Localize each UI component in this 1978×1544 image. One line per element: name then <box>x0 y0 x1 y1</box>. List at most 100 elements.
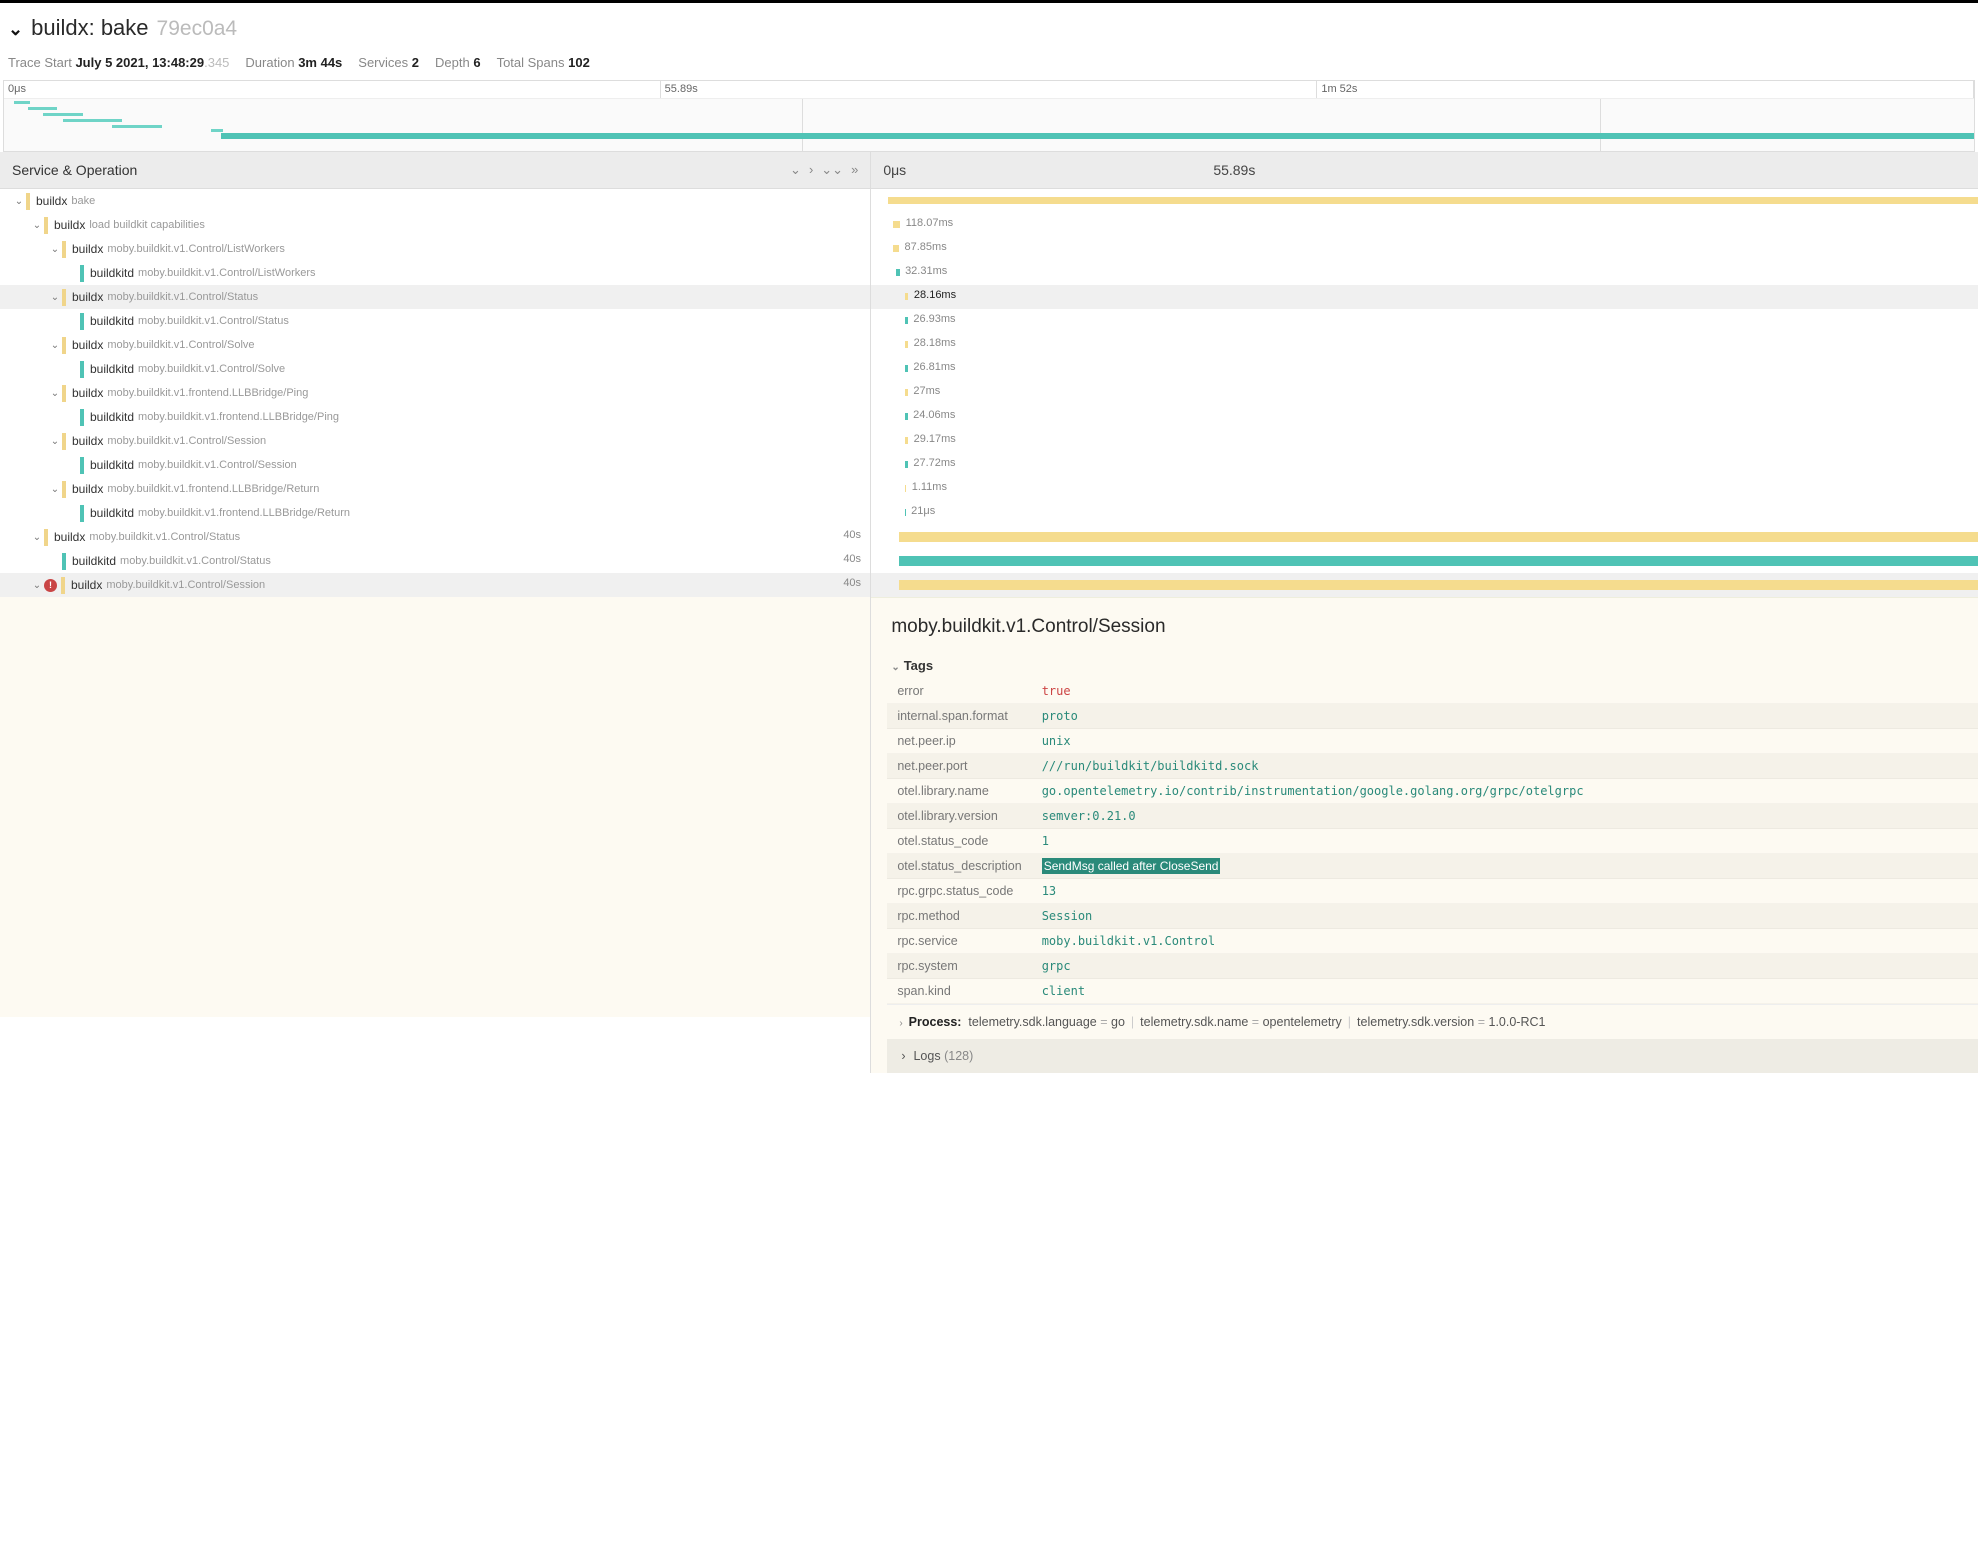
expand-all-icon[interactable]: » <box>851 162 858 178</box>
span-row[interactable]: ⌄buildxmoby.buildkit.v1.Control/Status <box>0 525 870 549</box>
caret-icon[interactable]: ⌄ <box>48 292 62 303</box>
span-bar-cell[interactable]: 21μs <box>871 501 1978 525</box>
span-bar-cell[interactable]: 28.16ms <box>871 285 1978 309</box>
tag-key: rpc.system <box>887 954 1031 979</box>
span-row[interactable]: buildkitdmoby.buildkit.v1.frontend.LLBBr… <box>0 405 870 429</box>
span-duration-label: 40s <box>843 529 861 541</box>
span-duration-label: 32.31ms <box>905 265 947 277</box>
service-color-pill <box>80 505 84 522</box>
span-row[interactable]: ⌄buildxmoby.buildkit.v1.frontend.LLBBrid… <box>0 477 870 501</box>
span-bar-cell[interactable]: 27.72ms <box>871 453 1978 477</box>
span-duration-bar <box>893 245 899 252</box>
span-row[interactable]: ⌄buildxmoby.buildkit.v1.Control/Session <box>0 429 870 453</box>
operation-name: moby.buildkit.v1.Control/Status <box>89 531 240 543</box>
service-name: buildx <box>72 386 103 400</box>
span-bar-cell[interactable]: 118.07ms <box>871 213 1978 237</box>
collapse-one-icon[interactable]: ⌄ <box>790 162 801 178</box>
caret-icon[interactable]: ⌄ <box>48 436 62 447</box>
tag-key: otel.status_description <box>887 854 1031 879</box>
span-row[interactable]: buildkitdmoby.buildkit.v1.Control/ListWo… <box>0 261 870 285</box>
span-bar-cell[interactable]: 26.93ms <box>871 309 1978 333</box>
span-row[interactable]: buildkitdmoby.buildkit.v1.Control/Solve <box>0 357 870 381</box>
service-color-pill <box>80 409 84 426</box>
logs-section[interactable]: ›Logs (128) <box>887 1039 1978 1073</box>
span-bar-cell[interactable]: 40s <box>871 573 1978 597</box>
span-bar-cell[interactable]: 40s <box>871 549 1978 573</box>
caret-icon[interactable]: ⌄ <box>30 532 44 543</box>
span-row[interactable]: ⌄buildxmoby.buildkit.v1.Control/Status <box>0 285 870 309</box>
span-bar-cell[interactable] <box>871 189 1978 213</box>
operation-name: moby.buildkit.v1.Control/Status <box>138 315 289 327</box>
collapse-icon[interactable]: ⌄ <box>8 19 23 40</box>
span-row[interactable]: ⌄ buildx load buildkit capabilities <box>0 213 870 237</box>
span-bar-cell[interactable]: 28.18ms <box>871 333 1978 357</box>
operation-name: moby.buildkit.v1.Control/Session <box>138 459 297 471</box>
span-duration-label: 28.16ms <box>914 289 956 301</box>
tags-table: errortrueinternal.span.formatprotonet.pe… <box>887 679 1978 1004</box>
span-row[interactable]: ⌄!buildxmoby.buildkit.v1.Control/Session <box>0 573 870 597</box>
service-color-pill <box>62 241 66 258</box>
expand-right-icon[interactable]: › <box>809 162 813 178</box>
span-row[interactable]: ⌄buildxbake <box>0 189 870 213</box>
tag-row: otel.status_descriptionSendMsg called af… <box>887 854 1978 879</box>
service-color-pill <box>62 385 66 402</box>
span-bar-cell[interactable]: 24.06ms <box>871 405 1978 429</box>
tag-row: rpc.grpc.status_code13 <box>887 879 1978 904</box>
span-duration-label: 27ms <box>913 385 940 397</box>
span-bar-cell[interactable]: 1.11ms <box>871 477 1978 501</box>
tags-section-toggle[interactable]: ⌄Tags <box>887 652 1978 679</box>
minimap[interactable]: 0μs55.89s1m 52s <box>3 80 1975 152</box>
span-row[interactable]: buildkitdmoby.buildkit.v1.Control/Status <box>0 309 870 333</box>
span-row[interactable]: ⌄buildxmoby.buildkit.v1.frontend.LLBBrid… <box>0 381 870 405</box>
tag-value: SendMsg called after CloseSend <box>1032 854 1978 879</box>
span-duration-bar <box>905 317 908 324</box>
tag-value: grpc <box>1032 954 1978 979</box>
span-duration-bar <box>893 221 900 228</box>
timeline-header: 0μs 55.89s <box>871 152 1978 189</box>
span-row[interactable]: buildkitdmoby.buildkit.v1.Control/Status <box>0 549 870 573</box>
span-duration-label: 87.85ms <box>905 241 947 253</box>
service-color-pill <box>80 457 84 474</box>
span-row[interactable]: ⌄buildxmoby.buildkit.v1.Control/ListWork… <box>0 237 870 261</box>
tag-row: net.peer.port///run/buildkit/buildkitd.s… <box>887 754 1978 779</box>
service-name: buildx <box>72 482 103 496</box>
tag-key: rpc.grpc.status_code <box>887 879 1031 904</box>
error-icon: ! <box>44 579 57 592</box>
service-name: buildx <box>54 218 85 232</box>
caret-icon[interactable]: ⌄ <box>48 244 62 255</box>
tag-value: 13 <box>1032 879 1978 904</box>
span-bar-cell[interactable]: 40s <box>871 525 1978 549</box>
span-bar-cell[interactable]: 26.81ms <box>871 357 1978 381</box>
span-duration-label: 24.06ms <box>913 409 955 421</box>
tag-key: rpc.service <box>887 929 1031 954</box>
caret-icon[interactable]: ⌄ <box>48 388 62 399</box>
process-tag: telemetry.sdk.version = 1.0.0-RC1 <box>1357 1015 1545 1029</box>
tag-value: moby.buildkit.v1.Control <box>1032 929 1978 954</box>
span-bar-cell[interactable]: 32.31ms <box>871 261 1978 285</box>
caret-icon[interactable]: ⌄ <box>48 484 62 495</box>
tag-row: rpc.methodSession <box>887 904 1978 929</box>
trace-title: buildx: bake <box>31 15 148 41</box>
span-duration-bar <box>899 580 1978 590</box>
span-bar-cell[interactable]: 27ms <box>871 381 1978 405</box>
operation-name: load buildkit capabilities <box>89 219 205 231</box>
span-row[interactable]: ⌄buildxmoby.buildkit.v1.Control/Solve <box>0 333 870 357</box>
caret-icon[interactable]: ⌄ <box>30 580 44 591</box>
span-duration-label: 1.11ms <box>912 481 947 493</box>
caret-icon[interactable]: ⌄ <box>48 340 62 351</box>
tag-row: rpc.systemgrpc <box>887 954 1978 979</box>
service-name: buildx <box>36 194 67 208</box>
collapse-all-icon[interactable]: ⌄⌄ <box>821 162 843 178</box>
tag-row: rpc.servicemoby.buildkit.v1.Control <box>887 929 1978 954</box>
span-duration-label: 28.18ms <box>914 337 956 349</box>
caret-icon[interactable]: ⌄ <box>30 220 44 231</box>
span-bar-cell[interactable]: 87.85ms <box>871 237 1978 261</box>
span-duration-bar <box>905 341 909 348</box>
span-bar-cell[interactable]: 29.17ms <box>871 429 1978 453</box>
caret-icon[interactable]: ⌄ <box>12 196 26 207</box>
span-row[interactable]: buildkitdmoby.buildkit.v1.Control/Sessio… <box>0 453 870 477</box>
service-color-pill <box>44 217 48 234</box>
process-section[interactable]: ›Process: telemetry.sdk.language = go|te… <box>887 1004 1978 1039</box>
span-row[interactable]: buildkitdmoby.buildkit.v1.frontend.LLBBr… <box>0 501 870 525</box>
span-duration-label: 27.72ms <box>913 457 955 469</box>
